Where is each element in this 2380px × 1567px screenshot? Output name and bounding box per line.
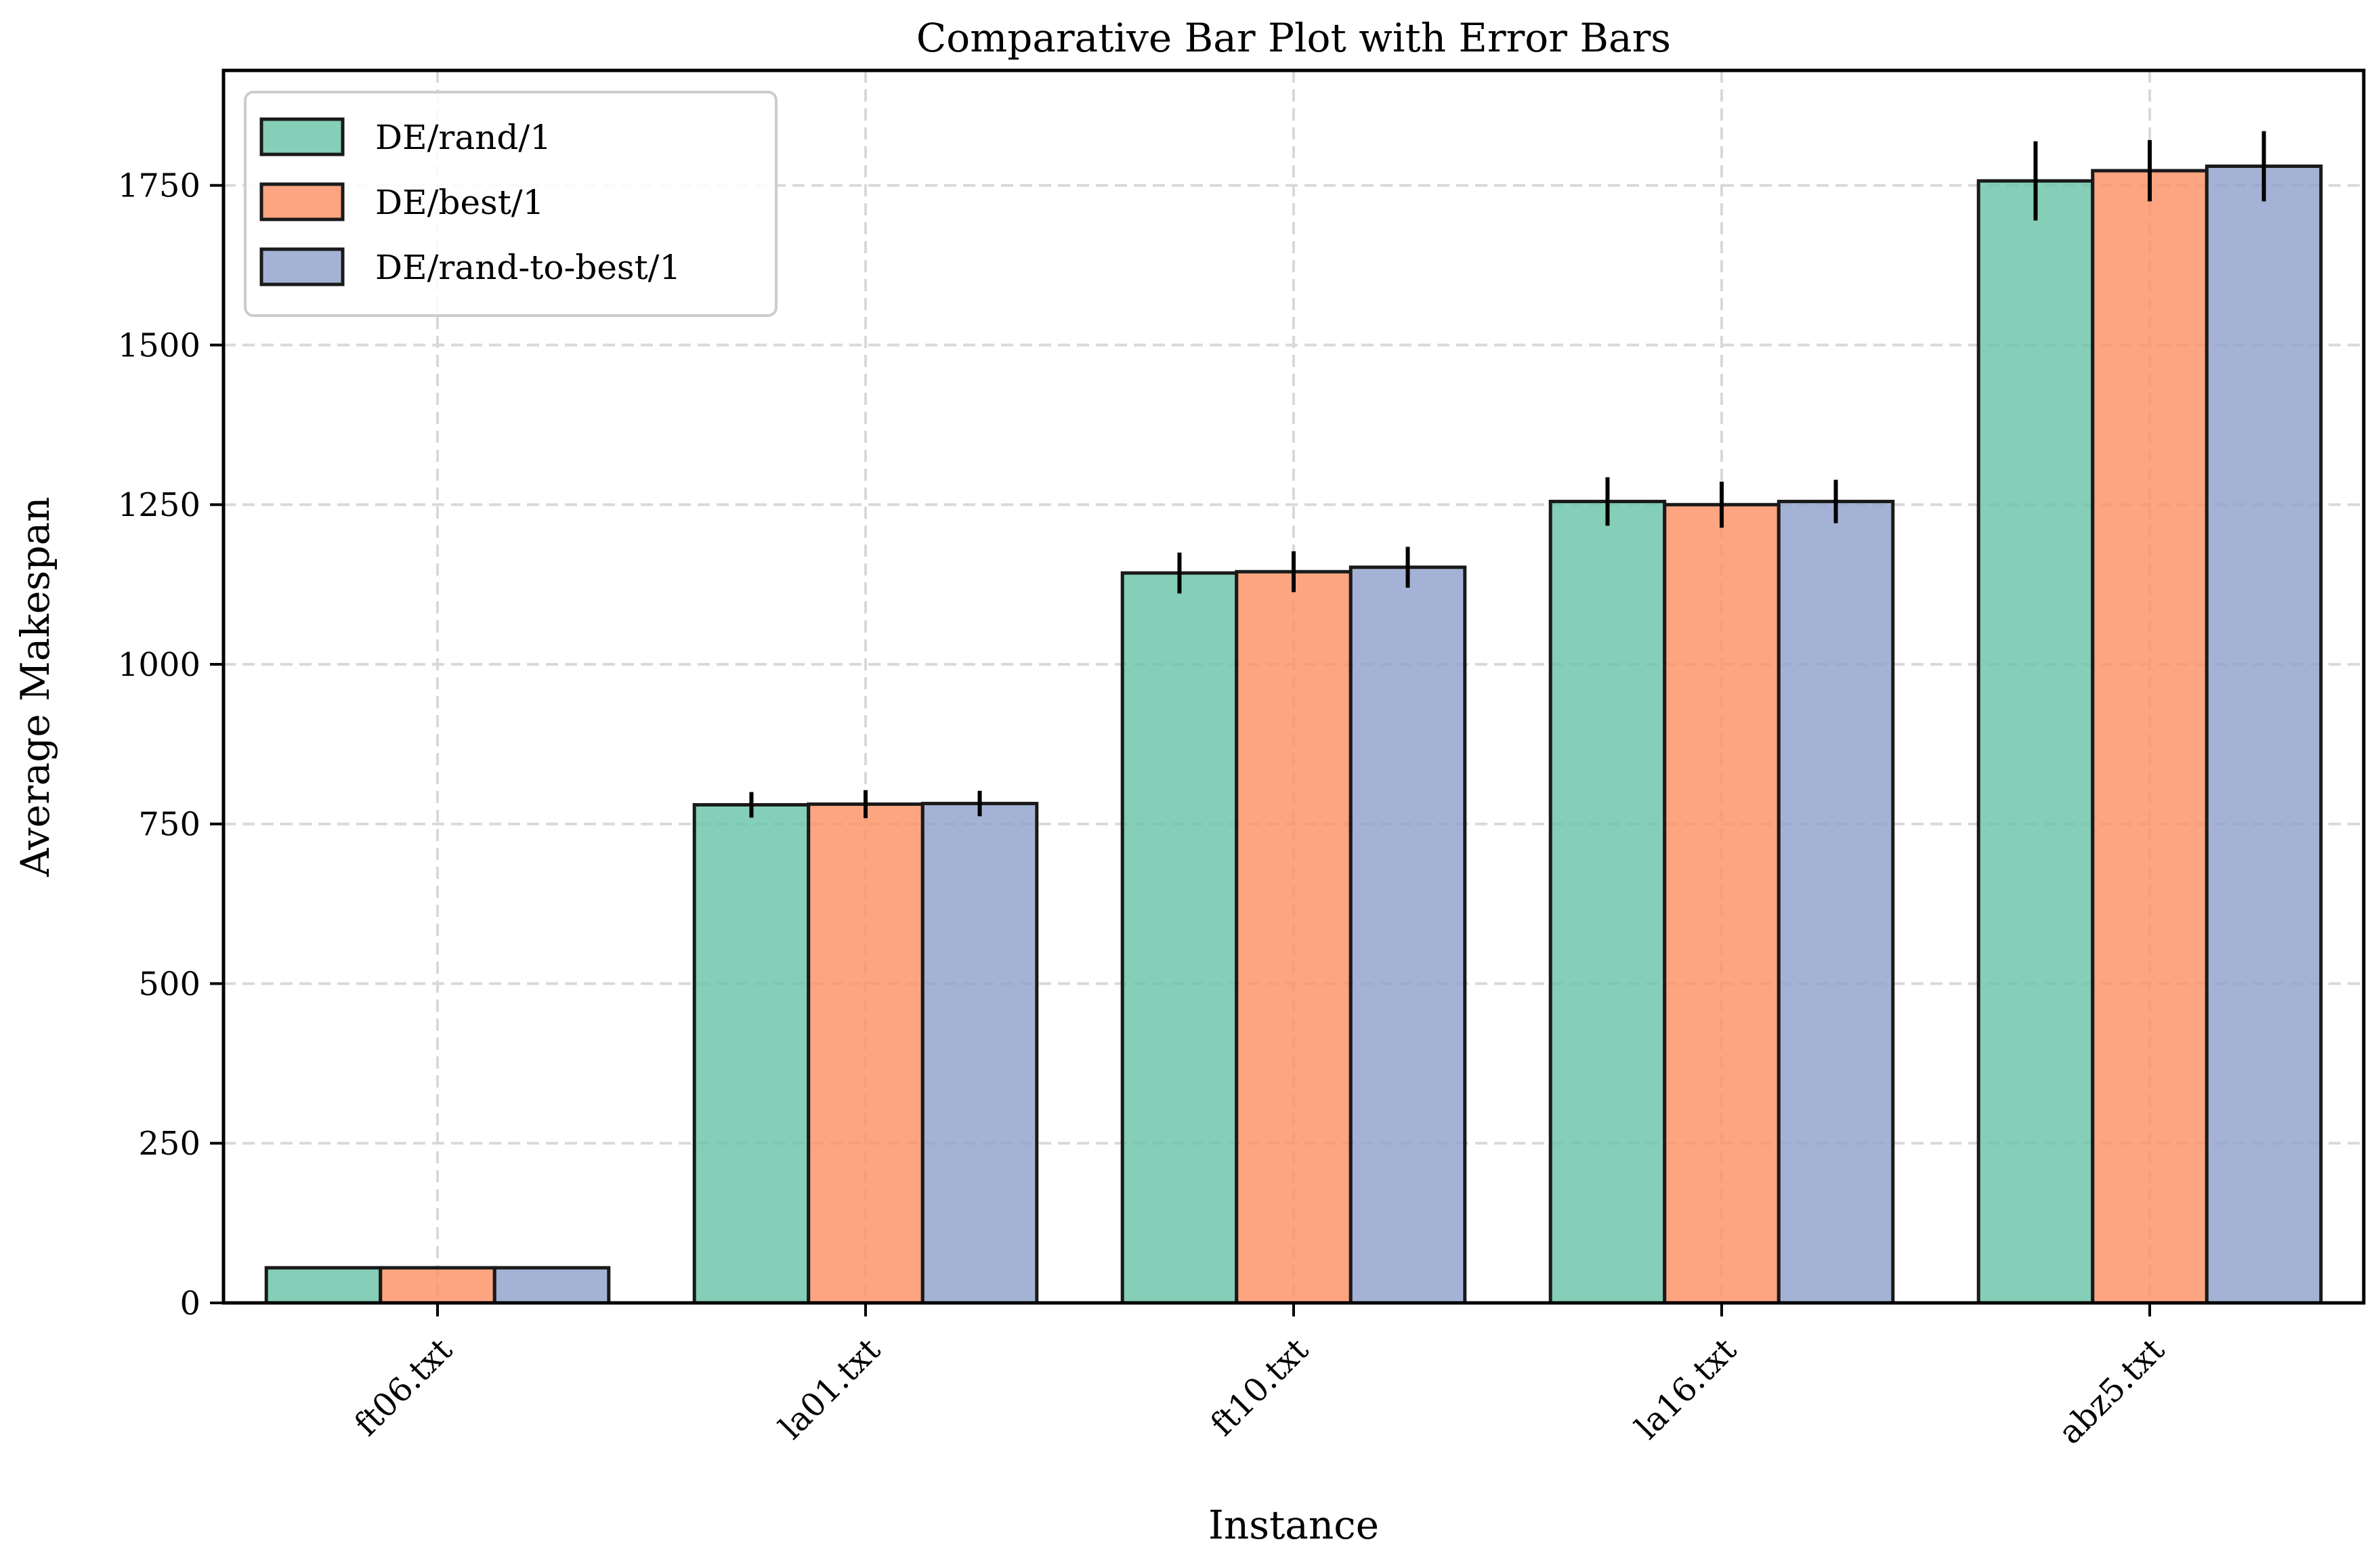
x-tick-label: ft06.txt [347, 1331, 460, 1443]
bar [492, 1266, 611, 1305]
legend: DE/rand/1 DE/best/1 DE/rand-to-best/1 [244, 91, 778, 317]
chart-title: Comparative Bar Plot with Error Bars [916, 15, 1671, 61]
bar [1120, 571, 1239, 1305]
legend-swatch [259, 182, 345, 221]
legend-box [244, 91, 778, 317]
y-tick-label: 1500 [118, 326, 200, 364]
y-tick-label: 250 [138, 1125, 200, 1163]
bar [807, 802, 925, 1305]
bar [379, 1266, 496, 1305]
y-tick-label: 1250 [118, 486, 200, 524]
bar [920, 802, 1039, 1305]
legend-swatch [259, 117, 345, 156]
x-axis-title: Instance [1208, 1502, 1379, 1548]
x-tick-label: ft10.txt [1204, 1331, 1316, 1443]
x-tick-label: abz5.txt [2052, 1331, 2172, 1451]
legend-swatch [259, 247, 345, 286]
bar [264, 1266, 383, 1305]
y-tick-label: 0 [179, 1285, 200, 1323]
y-tick-label: 1000 [118, 646, 200, 684]
bar [1548, 500, 1667, 1305]
legend-label: DE/best/1 [375, 183, 544, 222]
bar [1777, 500, 1895, 1305]
y-tick-label: 750 [138, 806, 200, 844]
bar [2205, 164, 2323, 1305]
y-axis-title: Average Makespan [12, 496, 58, 877]
y-tick-label: 1750 [118, 167, 200, 205]
bar [692, 802, 811, 1305]
x-tick-label: la16.txt [1628, 1331, 1744, 1446]
error-bars [749, 131, 2266, 819]
legend-label: DE/rand/1 [375, 118, 551, 157]
bar [2091, 169, 2209, 1305]
bar [1663, 502, 1781, 1305]
x-tick-label: la01.txt [772, 1331, 888, 1446]
legend-label: DE/rand-to-best/1 [375, 248, 681, 287]
bar [1976, 179, 2095, 1305]
bar [1235, 570, 1353, 1305]
bar [1348, 565, 1467, 1305]
bars [264, 164, 2323, 1305]
y-tick-label: 500 [138, 965, 200, 1003]
